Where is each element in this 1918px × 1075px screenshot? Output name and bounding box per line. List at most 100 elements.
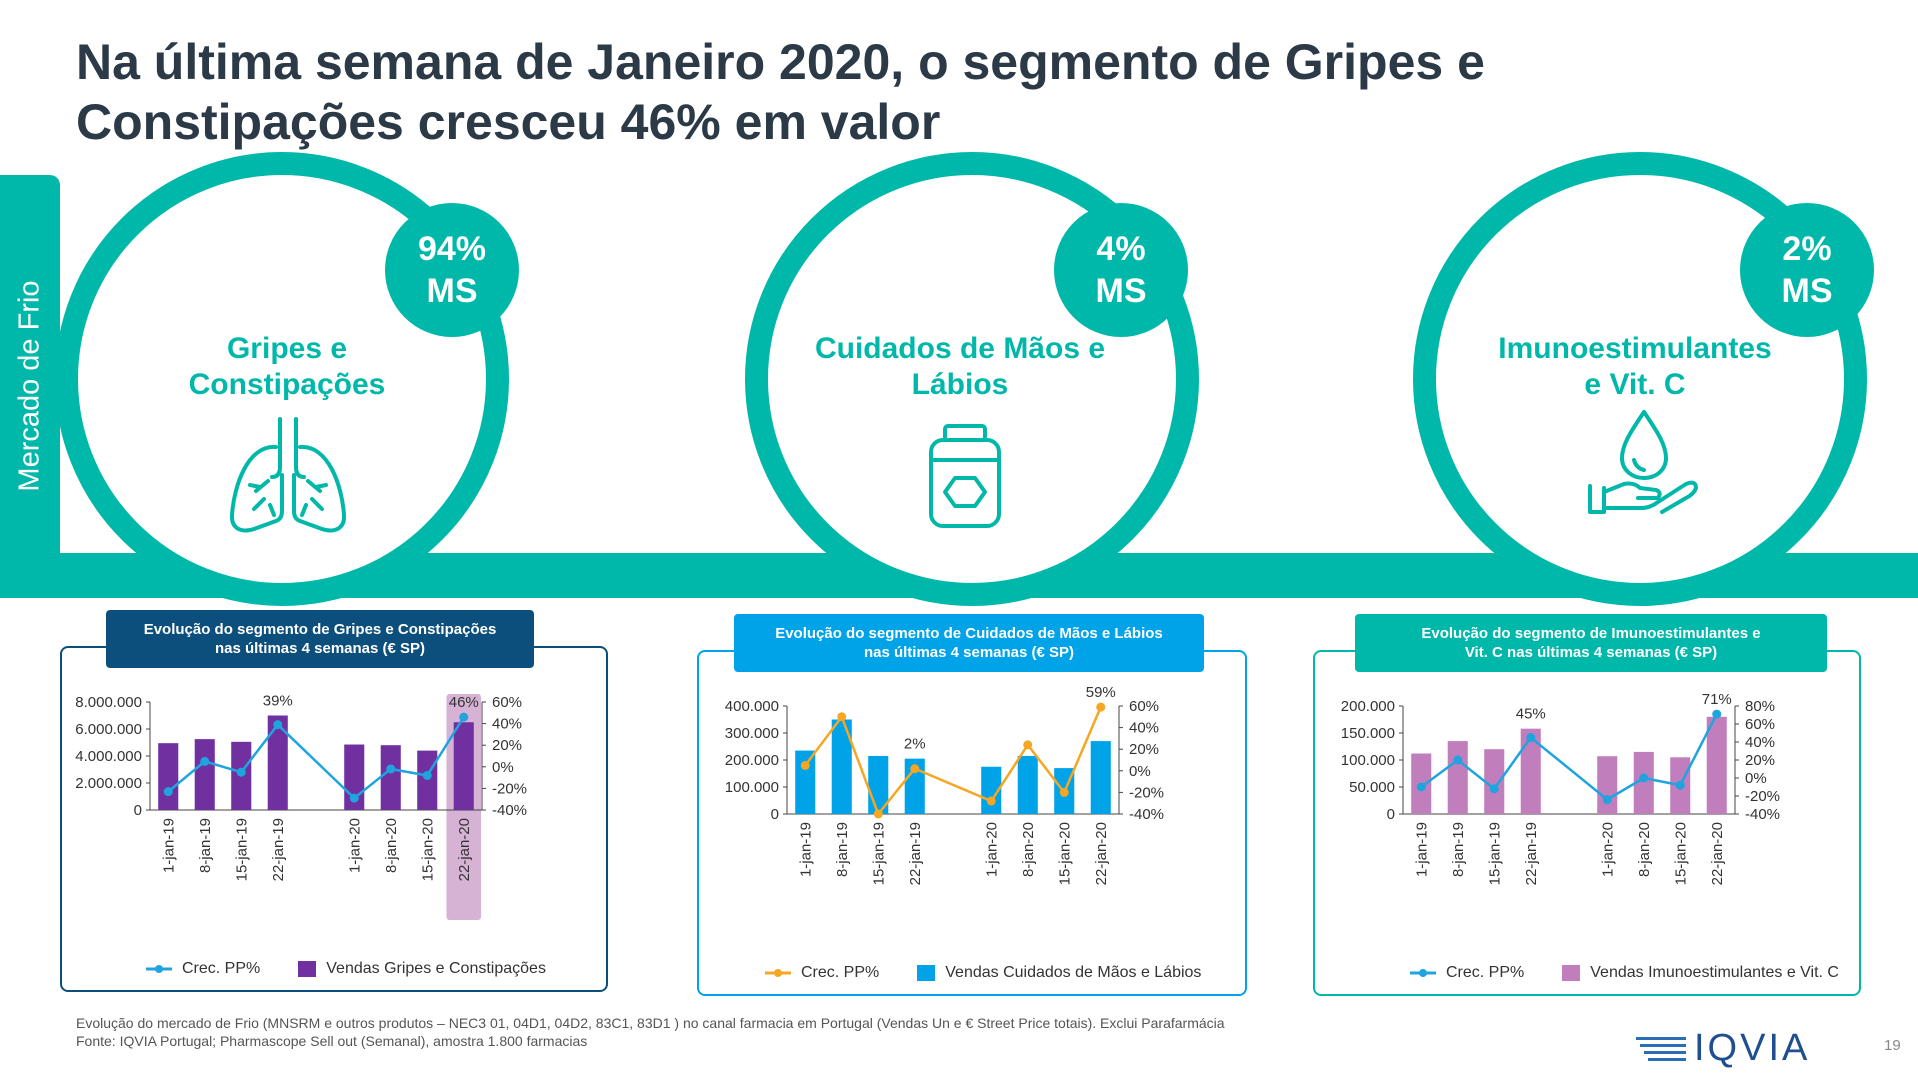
panel-title-line1: Evolução do segmento de Cuidados de Mãos… bbox=[775, 625, 1163, 642]
category-label: 8-jan-19 bbox=[1450, 822, 1467, 877]
bar bbox=[981, 766, 1002, 814]
panel-title-imuno: Evolução do segmento de Imunoestimulante… bbox=[1355, 614, 1827, 672]
category-label: 1-jan-20 bbox=[346, 818, 363, 873]
y-tick-label: 50.000 bbox=[1349, 779, 1395, 796]
category-label: 1-jan-19 bbox=[797, 822, 814, 877]
side-label: Mercado de Frio bbox=[13, 280, 46, 492]
segment-name-line2: Lábios bbox=[911, 368, 1009, 401]
ms-unit: MS bbox=[426, 272, 478, 310]
y-tick-label: 200.000 bbox=[725, 752, 779, 769]
category-label: 22-jan-19 bbox=[1523, 822, 1540, 885]
panel-title-line2: nas últimas 4 semanas (€ SP) bbox=[863, 644, 1075, 661]
y2-tick-label: 60% bbox=[1745, 716, 1775, 733]
panel-title-gripes: Evolução do segmento de Gripes e Constip… bbox=[106, 610, 534, 668]
category-label: 22-jan-19 bbox=[270, 818, 287, 881]
y-tick-label: 150.000 bbox=[1341, 725, 1395, 742]
legend-line-marker bbox=[1410, 969, 1436, 977]
bar bbox=[831, 719, 852, 814]
side-tab bbox=[0, 175, 60, 598]
data-label: 59% bbox=[1086, 684, 1116, 701]
line-point bbox=[873, 809, 883, 819]
line-point bbox=[200, 756, 210, 766]
line-point bbox=[349, 793, 359, 803]
y2-tick-label: 20% bbox=[1129, 741, 1159, 758]
y2-tick-label: 40% bbox=[492, 716, 522, 733]
legend-bar-marker bbox=[917, 965, 936, 981]
bar bbox=[453, 722, 474, 810]
title-line-1: Na última semana de Janeiro 2020, o segm… bbox=[76, 34, 1485, 90]
y2-tick-label: 20% bbox=[492, 737, 522, 754]
y2-tick-label: 80% bbox=[1745, 698, 1775, 715]
y2-tick-label: 60% bbox=[492, 694, 522, 711]
line-point bbox=[910, 764, 920, 774]
y2-tick-label: -40% bbox=[1129, 806, 1164, 823]
bar bbox=[158, 743, 179, 810]
y-tick-label: 0 bbox=[1387, 806, 1395, 823]
panel-title-line2: Vit. C nas últimas 4 semanas (€ SP) bbox=[1464, 644, 1718, 661]
chart-imuno: 200.000 150.000 100.000 50.000 0 80%60%40%20%… bbox=[1341, 691, 1780, 885]
y-tick-label: 300.000 bbox=[725, 725, 779, 742]
y-tick-label: 0 bbox=[771, 806, 779, 823]
y2-tick-label: -20% bbox=[1745, 788, 1780, 805]
category-label: 15-jan-20 bbox=[419, 818, 436, 881]
bar bbox=[1633, 751, 1654, 814]
legend-bar-marker bbox=[298, 961, 317, 977]
y2-tick-label: 0% bbox=[492, 759, 514, 776]
y-tick-label: 8.000.000 bbox=[75, 694, 142, 711]
bar bbox=[417, 750, 438, 810]
line-point bbox=[1489, 784, 1499, 794]
legend-bar-label: Vendas Gripes e Constipações bbox=[326, 960, 546, 977]
category-label: 8-jan-20 bbox=[1636, 822, 1653, 877]
data-label: 2% bbox=[904, 736, 926, 753]
data-label: 39% bbox=[263, 693, 293, 710]
logo-text: IQVIA bbox=[1694, 1027, 1811, 1069]
category-label: 22-jan-20 bbox=[456, 818, 473, 881]
legend-line-marker bbox=[146, 965, 172, 973]
line-point bbox=[837, 712, 847, 722]
line-point bbox=[1023, 740, 1033, 750]
ms-value: 94% bbox=[417, 230, 487, 268]
y2-tick-label: 40% bbox=[1129, 720, 1159, 737]
bar bbox=[1090, 741, 1111, 814]
segment-name-line2: Constipações bbox=[188, 368, 386, 401]
segment-label-maos: Cuidados de Mãos e Lábios bbox=[790, 331, 1130, 403]
footnote-line-1: Evolução do mercado de Frio (MNSRM e out… bbox=[76, 1015, 1225, 1031]
category-label: 15-jan-19 bbox=[870, 822, 887, 885]
chart-gripes: 8.000.000 6.000.000 4.000.000 2.000.000 0 60%… bbox=[75, 693, 527, 920]
title-line-2: Constipações cresceu 46% em valor bbox=[76, 94, 941, 150]
footnote-line-2: Fonte: IQVIA Portugal; Pharmascope Sell … bbox=[76, 1033, 588, 1049]
bar bbox=[1520, 728, 1541, 814]
logo-lines-icon bbox=[1636, 1036, 1686, 1061]
category-label: 22-jan-20 bbox=[1709, 822, 1726, 885]
ms-unit: MS bbox=[1781, 272, 1833, 310]
legend-imuno: Crec. PP% Vendas Imunoestimulantes e Vit… bbox=[1410, 964, 1839, 982]
page-number: 19 bbox=[1884, 1037, 1901, 1054]
ms-value: 4% bbox=[1096, 230, 1146, 268]
category-label: 1-jan-20 bbox=[1599, 822, 1616, 877]
bar bbox=[1597, 756, 1618, 814]
y2-tick-label: 40% bbox=[1745, 734, 1775, 751]
chart-maos: 400.000 300.000 200.000 100.000 0 60% 40% 20% 0%… bbox=[725, 684, 1164, 885]
line-point bbox=[800, 760, 810, 770]
legend-line-marker bbox=[765, 969, 791, 977]
category-label: 8-jan-20 bbox=[383, 818, 400, 873]
category-label: 1-jan-20 bbox=[983, 822, 1000, 877]
y-tick-label: 100.000 bbox=[1341, 752, 1395, 769]
line-point bbox=[986, 796, 996, 806]
bar bbox=[1706, 716, 1727, 814]
bar bbox=[1017, 755, 1038, 814]
y2-tick-label: -20% bbox=[1129, 784, 1164, 801]
category-label: 22-jan-20 bbox=[1093, 822, 1110, 885]
category-label: 1-jan-19 bbox=[1413, 822, 1430, 877]
y2-tick-label: -40% bbox=[492, 802, 527, 819]
segment-name-line1: Gripes e bbox=[226, 332, 348, 365]
growth-line bbox=[1420, 713, 1718, 802]
legend-bar-label: Vendas Cuidados de Mãos e Lábios bbox=[945, 964, 1202, 981]
panel-title-line2: nas últimas 4 semanas (€ SP) bbox=[214, 640, 426, 657]
y-tick-label: 200.000 bbox=[1341, 698, 1395, 715]
line-point bbox=[1453, 755, 1463, 765]
legend-bar-label: Vendas Imunoestimulantes e Vit. C bbox=[1590, 964, 1839, 981]
line-point bbox=[459, 712, 469, 722]
y2-tick-label: -20% bbox=[492, 780, 527, 797]
category-label: 15-jan-20 bbox=[1672, 822, 1689, 885]
